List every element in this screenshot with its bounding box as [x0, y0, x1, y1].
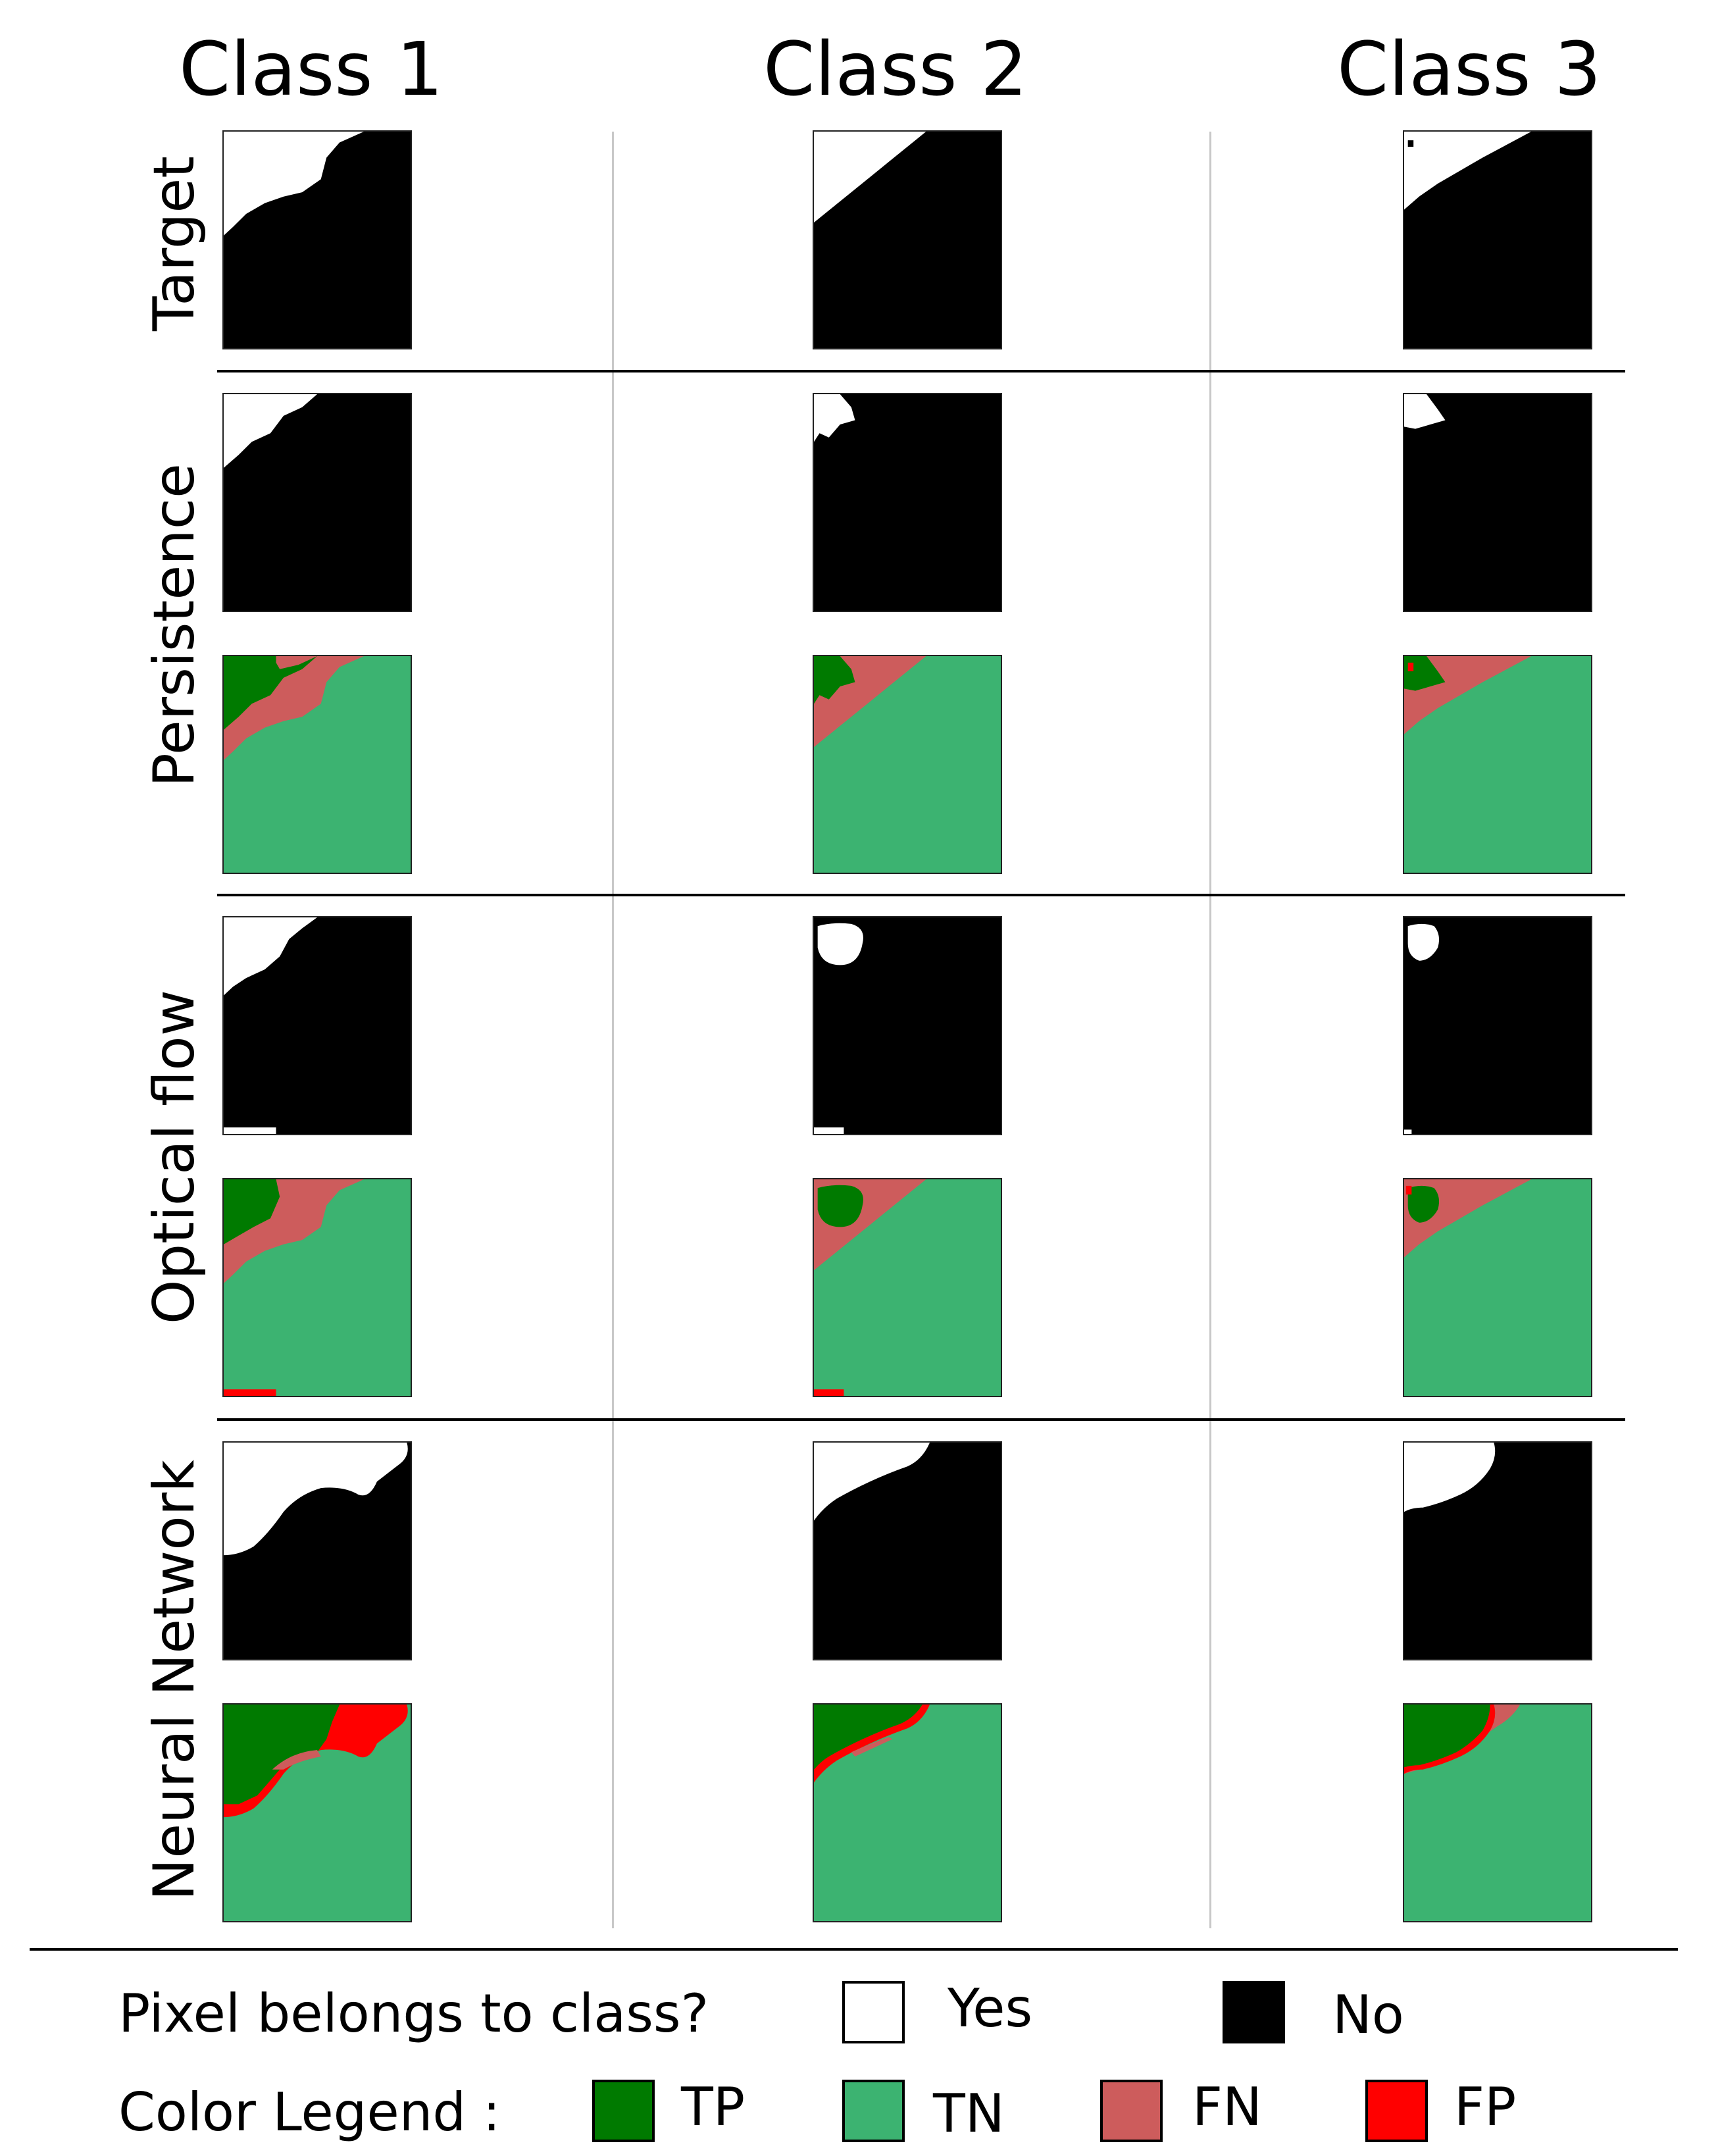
optical-flow-error-class-2 — [813, 1178, 1002, 1397]
target-mask-class-2 — [813, 130, 1002, 349]
persistence-error-class-3 — [1403, 655, 1592, 874]
neural-network-error-class-1 — [222, 1703, 412, 1922]
legend-swatch-tn — [842, 2080, 905, 2142]
persistence-mask-class-3 — [1403, 393, 1592, 612]
neural-network-mask-class-1 — [222, 1441, 412, 1660]
optical-flow-mask-class-3 — [1403, 916, 1592, 1135]
legend-swatch-no — [1223, 1981, 1285, 2043]
optical-flow-error-class-3 — [1403, 1178, 1592, 1397]
target-mask-class-3 — [1403, 130, 1592, 349]
legend-color-title: Color Legend : — [118, 2082, 501, 2143]
row-divider-2 — [217, 894, 1625, 896]
neural-network-error-class-3 — [1403, 1703, 1592, 1922]
column-divider-1 — [612, 132, 614, 1928]
row-label-target: Target — [141, 155, 207, 332]
legend-swatch-yes — [842, 1981, 905, 2043]
column-title-class-1: Class 1 — [179, 27, 443, 113]
persistence-mask-class-1 — [222, 393, 412, 612]
neural-network-error-class-2 — [813, 1703, 1002, 1922]
legend-swatch-fp — [1365, 2080, 1428, 2142]
row-label-optical-flow: Optical flow — [141, 989, 207, 1325]
legend-divider — [30, 1948, 1678, 1951]
row-divider-1 — [217, 370, 1625, 372]
target-mask-class-1 — [222, 130, 412, 349]
neural-network-mask-class-2 — [813, 1441, 1002, 1660]
persistence-error-class-2 — [813, 655, 1002, 874]
legend-tn-label: TN — [933, 2083, 1005, 2144]
persistence-mask-class-2 — [813, 393, 1002, 612]
row-label-neural-network: Neural Network — [141, 1459, 207, 1901]
legend-fp-label: FP — [1454, 2076, 1517, 2138]
legend-fn-label: FN — [1192, 2076, 1262, 2138]
row-label-persistence: Persistence — [141, 463, 207, 787]
legend-tp-label: TP — [681, 2076, 745, 2138]
legend-yes-label: Yes — [947, 1978, 1033, 2039]
legend-pixel-question: Pixel belongs to class? — [118, 1983, 709, 2044]
column-title-class-3: Class 3 — [1337, 27, 1602, 113]
optical-flow-mask-class-1 — [222, 916, 412, 1135]
persistence-error-class-1 — [222, 655, 412, 874]
optical-flow-mask-class-2 — [813, 916, 1002, 1135]
legend-no-label: No — [1332, 1984, 1404, 2045]
neural-network-mask-class-3 — [1403, 1441, 1592, 1660]
column-divider-2 — [1209, 132, 1211, 1928]
legend-swatch-fn — [1100, 2080, 1163, 2142]
column-title-class-2: Class 2 — [763, 27, 1028, 113]
legend-swatch-tp — [592, 2080, 655, 2142]
optical-flow-error-class-1 — [222, 1178, 412, 1397]
row-divider-3 — [217, 1418, 1625, 1421]
